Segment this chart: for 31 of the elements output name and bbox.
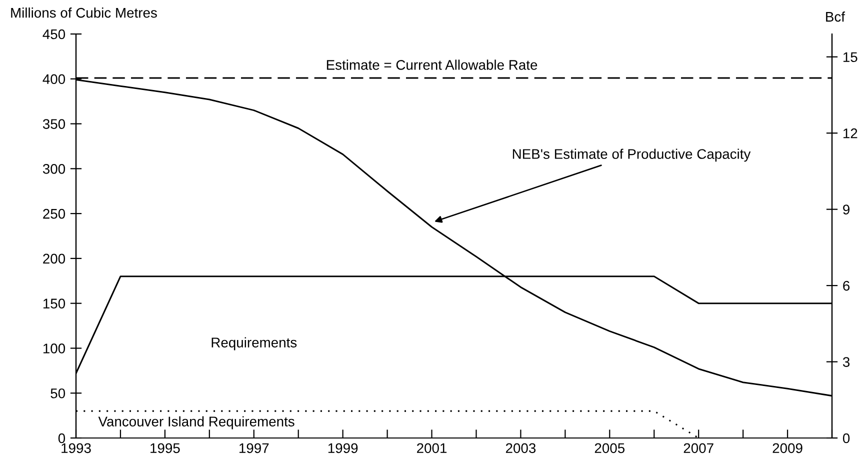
x-tick-label: 1993 — [62, 443, 91, 454]
y2-tick-label: 6 — [843, 280, 850, 291]
y-tick-label: 50 — [50, 388, 66, 398]
annotation: Requirements — [212, 337, 297, 350]
y-tick-label: 450 — [42, 29, 66, 40]
y2-tick-label: 0 — [842, 433, 850, 444]
x-tick-label: 2005 — [594, 443, 625, 454]
y-tick-label: 300 — [42, 164, 66, 174]
y-axis-title: Millions of Cubic Metres — [11, 8, 157, 18]
y-tick-label: 250 — [43, 208, 66, 219]
y2-tick-label: 9 — [843, 204, 850, 214]
annotation: Vancouver Island Requirements — [98, 416, 294, 430]
x-tick-label: 1999 — [328, 443, 358, 454]
y2-tick-label: 12 — [843, 128, 858, 138]
annotation: NEB's Estimate of Productive Capacity — [512, 148, 751, 162]
x-tick-label: 2007 — [684, 443, 714, 454]
x-tick-label: 2003 — [506, 443, 536, 454]
x-tick-label: 2001 — [417, 443, 447, 454]
y-tick-label: 0 — [58, 433, 66, 444]
y2-axis-title: Bcf — [826, 12, 846, 22]
y2-tick-label: 15 — [843, 52, 858, 62]
x-tick-label: 1995 — [150, 443, 180, 454]
x-tick-label: 2009 — [772, 443, 802, 454]
ref-line-label: Estimate = Current Allowable Rate — [326, 60, 538, 70]
y-tick-label: 150 — [43, 298, 66, 309]
y-tick-label: 400 — [42, 74, 66, 84]
x-tick-label: 1997 — [239, 443, 269, 454]
y-tick-label: 350 — [42, 119, 66, 129]
y-tick-label: 100 — [43, 344, 66, 354]
y2-tick-label: 3 — [842, 357, 850, 367]
y-tick-label: 200 — [43, 254, 66, 264]
